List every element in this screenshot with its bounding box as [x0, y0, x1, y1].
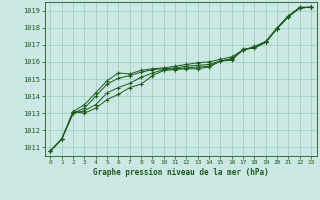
X-axis label: Graphe pression niveau de la mer (hPa): Graphe pression niveau de la mer (hPa) [93, 168, 269, 177]
